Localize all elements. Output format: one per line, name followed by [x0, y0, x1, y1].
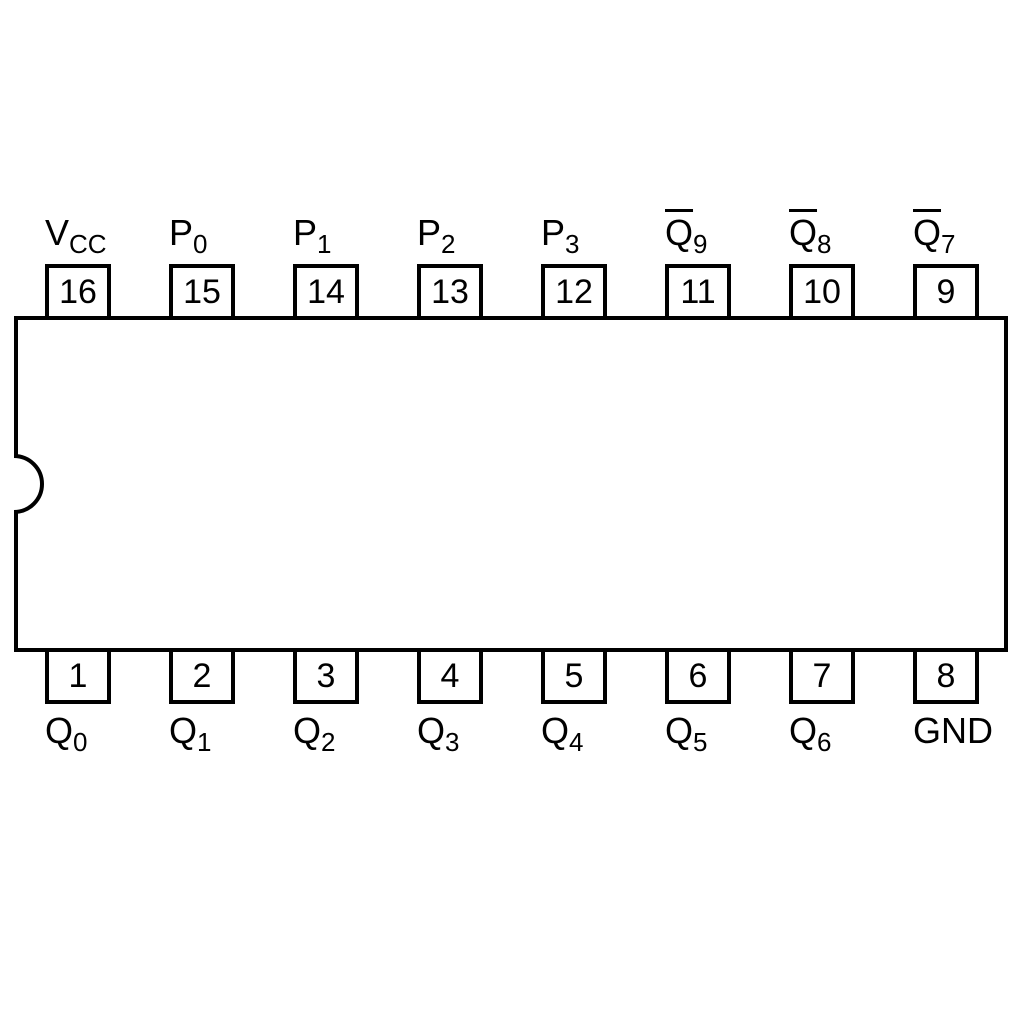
pin-box-13: 13 [417, 264, 483, 320]
pin-label: Q5 [665, 710, 707, 755]
pin-box-6: 6 [665, 648, 731, 704]
pin-label-sub: 7 [941, 231, 955, 257]
pin-box-10: 10 [789, 264, 855, 320]
pin-box-9: 9 [913, 264, 979, 320]
pin-label: GND [913, 710, 993, 752]
pin-label-sub: 5 [693, 729, 707, 755]
pin-label: P0 [169, 212, 207, 257]
pin-number: 4 [441, 657, 460, 696]
pin-label: VCC [45, 212, 107, 257]
pin-label-sub: 2 [321, 729, 335, 755]
pin-number: 3 [317, 657, 336, 696]
pin-number: 11 [680, 273, 715, 312]
pin-label-main: Q [417, 710, 445, 752]
pin-number: 5 [565, 657, 584, 696]
pin-box-16: 16 [45, 264, 111, 320]
pin-label: Q3 [417, 710, 459, 755]
pin-number: 12 [555, 273, 593, 312]
pin-number: 14 [307, 273, 345, 312]
pin-number: 16 [59, 273, 97, 312]
pin-box-2: 2 [169, 648, 235, 704]
pin-label-sub: 6 [817, 729, 831, 755]
pin-label-main: P [293, 212, 317, 254]
pin-label-main: Q [913, 212, 941, 254]
pin-label: P2 [417, 212, 455, 257]
pin-label-main: GND [913, 710, 993, 752]
pin-box-3: 3 [293, 648, 359, 704]
pin-label-main: Q [169, 710, 197, 752]
ic-pinout-diagram: 16VCC15P014P113P212P311Q910Q89Q71Q02Q13Q… [0, 0, 1024, 1024]
pin-label: Q8 [789, 212, 831, 257]
pin-number: 8 [937, 657, 956, 696]
pin-number: 15 [183, 273, 221, 312]
pin-box-12: 12 [541, 264, 607, 320]
pin-box-15: 15 [169, 264, 235, 320]
pin-label-sub: CC [69, 231, 107, 257]
pin-label: Q0 [45, 710, 87, 755]
pin-box-5: 5 [541, 648, 607, 704]
pin-label-sub: 9 [693, 231, 707, 257]
pin-number: 10 [803, 273, 841, 312]
pin-label-main: P [541, 212, 565, 254]
pin-label-main: P [169, 212, 193, 254]
pin-label-main: P [417, 212, 441, 254]
pin-box-14: 14 [293, 264, 359, 320]
pin-label: Q4 [541, 710, 583, 755]
pin-label-main: V [45, 212, 69, 254]
pin-number: 9 [937, 273, 956, 312]
pin-label: P3 [541, 212, 579, 257]
pin-number: 1 [69, 657, 88, 696]
pin-label-main: Q [789, 710, 817, 752]
pin-box-4: 4 [417, 648, 483, 704]
pin-label: Q7 [913, 212, 955, 257]
pin-label-main: Q [665, 710, 693, 752]
pin-label-sub: 1 [197, 729, 211, 755]
pin-number: 13 [431, 273, 469, 312]
pin-box-11: 11 [665, 264, 731, 320]
pin-label-sub: 8 [817, 231, 831, 257]
pin-label-main: Q [45, 710, 73, 752]
pin-label-sub: 2 [441, 231, 455, 257]
pin-label-main: Q [789, 212, 817, 254]
pin-label: Q9 [665, 212, 707, 257]
pin-label-sub: 0 [193, 231, 207, 257]
pin-label: Q1 [169, 710, 211, 755]
pin-label-sub: 0 [73, 729, 87, 755]
pin-box-8: 8 [913, 648, 979, 704]
pin-label-sub: 3 [445, 729, 459, 755]
chip-notch-mask [0, 450, 14, 518]
pin-label-main: Q [541, 710, 569, 752]
pin-label-sub: 1 [317, 231, 331, 257]
pin-label-sub: 3 [565, 231, 579, 257]
pin-number: 6 [689, 657, 708, 696]
pin-label-sub: 4 [569, 729, 583, 755]
pin-label: Q2 [293, 710, 335, 755]
pin-label: P1 [293, 212, 331, 257]
pin-label-main: Q [293, 710, 321, 752]
pin-label-main: Q [665, 212, 693, 254]
pin-box-7: 7 [789, 648, 855, 704]
pin-number: 7 [813, 657, 832, 696]
chip-body [14, 316, 1008, 652]
pin-number: 2 [193, 657, 212, 696]
pin-label: Q6 [789, 710, 831, 755]
pin-box-1: 1 [45, 648, 111, 704]
